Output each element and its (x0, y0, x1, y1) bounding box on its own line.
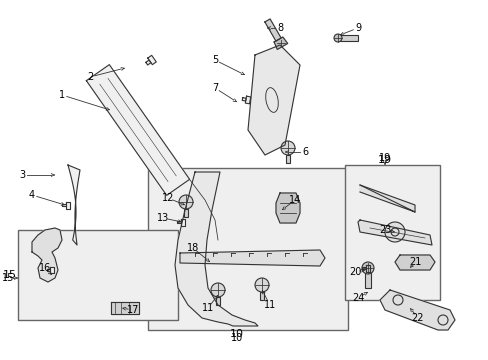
Ellipse shape (333, 34, 341, 42)
Circle shape (384, 222, 404, 242)
Polygon shape (177, 221, 181, 224)
Polygon shape (147, 55, 156, 65)
Polygon shape (274, 37, 287, 49)
Text: 9: 9 (354, 23, 360, 33)
Polygon shape (145, 60, 151, 65)
Text: 4: 4 (29, 190, 35, 200)
Polygon shape (242, 98, 245, 101)
Polygon shape (379, 290, 454, 330)
Text: 12: 12 (162, 193, 174, 203)
Polygon shape (247, 45, 299, 155)
Text: 10: 10 (229, 329, 244, 339)
Text: 15: 15 (2, 273, 14, 283)
Polygon shape (68, 165, 80, 245)
Bar (285, 155, 289, 163)
Text: 21: 21 (408, 257, 420, 267)
Bar (260, 292, 264, 300)
Text: 11: 11 (202, 303, 214, 313)
Text: 1: 1 (59, 90, 65, 100)
Polygon shape (66, 202, 70, 208)
Bar (216, 297, 220, 305)
Bar (18, 230, 178, 320)
Circle shape (361, 262, 373, 274)
Polygon shape (365, 265, 369, 271)
Polygon shape (245, 96, 250, 104)
Text: 14: 14 (288, 195, 301, 205)
Text: 18: 18 (186, 243, 199, 253)
Text: 15: 15 (3, 270, 17, 280)
Text: 19: 19 (378, 153, 390, 163)
Text: 11: 11 (264, 300, 276, 310)
Bar (183, 209, 187, 217)
Bar (339, 35, 357, 41)
Polygon shape (47, 269, 50, 271)
Polygon shape (180, 250, 325, 266)
Text: 22: 22 (411, 313, 424, 323)
Text: 13: 13 (157, 213, 169, 223)
Text: 7: 7 (211, 83, 218, 93)
Circle shape (210, 283, 224, 297)
Bar (345, 165, 439, 300)
Text: 24: 24 (351, 293, 364, 303)
Circle shape (254, 278, 268, 292)
Polygon shape (362, 267, 365, 269)
Text: 19: 19 (377, 155, 391, 165)
Text: 20: 20 (348, 267, 361, 277)
Text: 3: 3 (19, 170, 25, 180)
Text: 2: 2 (87, 72, 93, 82)
Text: 10: 10 (230, 333, 243, 343)
Polygon shape (264, 19, 281, 41)
Polygon shape (181, 219, 185, 225)
Text: 16: 16 (39, 263, 51, 273)
Polygon shape (50, 267, 54, 273)
Text: 5: 5 (211, 55, 218, 65)
Polygon shape (62, 204, 66, 206)
Bar (364, 270, 370, 288)
Text: 23: 23 (378, 225, 390, 235)
Polygon shape (86, 65, 189, 195)
Bar (148, 168, 347, 330)
Polygon shape (359, 185, 414, 212)
Polygon shape (175, 172, 258, 326)
Polygon shape (32, 228, 62, 282)
Text: 8: 8 (276, 23, 283, 33)
Circle shape (281, 141, 294, 155)
Circle shape (179, 195, 193, 209)
Polygon shape (394, 255, 434, 270)
Polygon shape (275, 193, 299, 223)
Polygon shape (111, 302, 139, 314)
Text: 17: 17 (126, 305, 139, 315)
Text: 6: 6 (301, 147, 307, 157)
Polygon shape (357, 220, 431, 245)
